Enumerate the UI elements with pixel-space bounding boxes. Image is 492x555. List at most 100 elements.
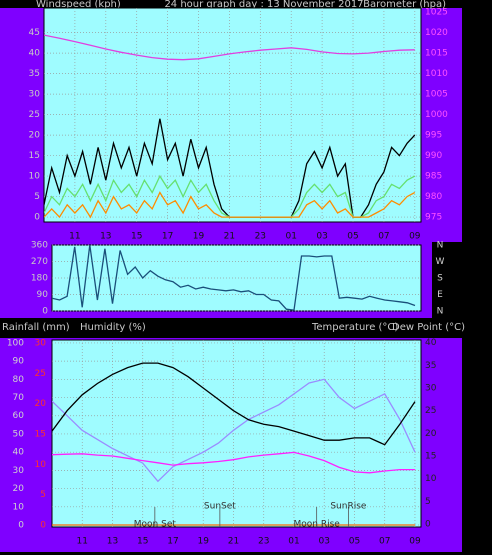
x-tick-label: 03: [318, 537, 329, 547]
y-tick-label: 360: [31, 241, 48, 251]
x-tick-label: 17: [162, 232, 173, 242]
y-tick-label: 80: [13, 375, 25, 385]
plot-area: [51, 339, 422, 528]
y-tick-label: 90: [13, 357, 25, 367]
x-tick-label: 23: [258, 537, 269, 547]
direction-label: N: [437, 241, 444, 251]
x-tick-label: 19: [193, 232, 205, 242]
x-tick-label: 07: [379, 537, 390, 547]
chart-title: 24 hour graph day : 13 November 2017: [164, 0, 363, 10]
y-tick-label: 995: [425, 131, 442, 141]
y-tick-label: 180: [31, 274, 48, 284]
y-tick-label: 980: [425, 192, 442, 202]
y-tick-label: 30: [35, 339, 47, 349]
y-tick-label: 0: [40, 520, 46, 530]
y-tick-label: 0: [425, 520, 431, 530]
y-tick-label: 35: [29, 69, 40, 79]
annotation: SunRise: [330, 502, 367, 512]
series-line: [52, 245, 416, 311]
y-tick-label: 30: [13, 466, 25, 476]
x-tick-label: 15: [131, 232, 142, 242]
y-tick-label: 10: [29, 172, 41, 182]
y-tick-label: 0: [18, 520, 24, 530]
temperature-axis-label: Temperature (°C): [311, 322, 398, 333]
x-tick-label: 07: [378, 232, 389, 242]
y-tick-label: 40: [29, 49, 41, 59]
y-tick-label: 30: [29, 90, 41, 100]
annotation: Moon Set: [134, 520, 177, 530]
series-line: [52, 378, 416, 483]
y-tick-label: 1020: [425, 28, 448, 38]
y-tick-label: 25: [425, 406, 436, 416]
y-tick-label: 1010: [425, 69, 448, 79]
y-tick-label: 985: [425, 172, 442, 182]
y-tick-label: 40: [425, 338, 437, 348]
x-tick-label: 11: [69, 232, 80, 242]
y-tick-label: 100: [7, 338, 24, 348]
y-tick-label: 60: [13, 411, 25, 421]
plot-area: [51, 244, 422, 312]
y-tick-label: 20: [35, 399, 47, 409]
humidity-axis-label: Humidity (%): [80, 322, 146, 333]
plot-area: [43, 7, 422, 223]
x-tick-label: 21: [224, 232, 235, 242]
y-tick-label: 1025: [425, 8, 448, 18]
y-tick-label: 20: [29, 131, 41, 141]
rain-axis-label: Rainfall (mm): [2, 322, 70, 333]
x-tick-label: 15: [137, 537, 148, 547]
y-tick-label: 5: [425, 497, 431, 507]
y-tick-label: 975: [425, 213, 442, 223]
y-tick-label: 1000: [425, 110, 448, 120]
x-tick-label: 19: [198, 537, 210, 547]
y-tick-label: 45: [29, 28, 40, 38]
y-tick-label: 10: [13, 502, 25, 512]
y-tick-label: 10: [425, 474, 437, 484]
x-tick-label: 17: [167, 537, 178, 547]
x-tick-label: 09: [409, 232, 421, 242]
dewpoint-axis-label: Dew Point (°C): [392, 322, 465, 333]
y2-axis-label: Barometer (hpa): [363, 0, 446, 10]
y-tick-label: 25: [29, 110, 40, 120]
y-tick-label: 20: [425, 429, 437, 439]
x-tick-label: 05: [349, 537, 360, 547]
x-tick-label: 13: [107, 537, 118, 547]
y-tick-label: 5: [40, 490, 46, 500]
x-tick-label: 01: [288, 537, 299, 547]
y-tick-label: 40: [13, 448, 25, 458]
y-tick-label: 15: [35, 430, 46, 440]
series-line: [52, 451, 415, 474]
direction-label: W: [436, 257, 445, 267]
y-tick-label: 990: [425, 151, 442, 161]
y-tick-label: 15: [29, 151, 40, 161]
y-tick-label: 30: [425, 384, 437, 394]
annotation: Moon Rise: [293, 520, 340, 530]
y-tick-label: 1015: [425, 49, 448, 59]
y-tick-label: 5: [34, 192, 40, 202]
y-tick-label: 270: [31, 257, 48, 267]
annotation: SunSet: [204, 502, 236, 512]
x-tick-label: 01: [285, 232, 296, 242]
series-line: [44, 191, 416, 219]
y-tick-label: 20: [13, 484, 25, 494]
x-tick-label: 13: [100, 232, 111, 242]
direction-label: N: [437, 307, 444, 317]
direction-label: E: [437, 290, 443, 300]
x-tick-label: 21: [228, 537, 239, 547]
y-tick-label: 70: [13, 393, 25, 403]
y-tick-label: 35: [425, 361, 436, 371]
y-tick-label: 0: [34, 213, 40, 223]
direction-label: S: [437, 274, 443, 284]
y-tick-label: 0: [42, 307, 48, 317]
y-tick-label: 15: [425, 452, 436, 462]
y-axis-label: Windspeed (kph): [36, 0, 121, 10]
x-tick-label: 11: [77, 537, 88, 547]
y-tick-label: 90: [37, 290, 49, 300]
y-tick-label: 50: [13, 429, 25, 439]
x-tick-label: 03: [316, 232, 327, 242]
x-tick-label: 05: [347, 232, 358, 242]
series-line: [52, 362, 416, 446]
x-tick-label: 23: [255, 232, 266, 242]
x-tick-label: 09: [409, 537, 421, 547]
y-tick-label: 10: [35, 460, 47, 470]
